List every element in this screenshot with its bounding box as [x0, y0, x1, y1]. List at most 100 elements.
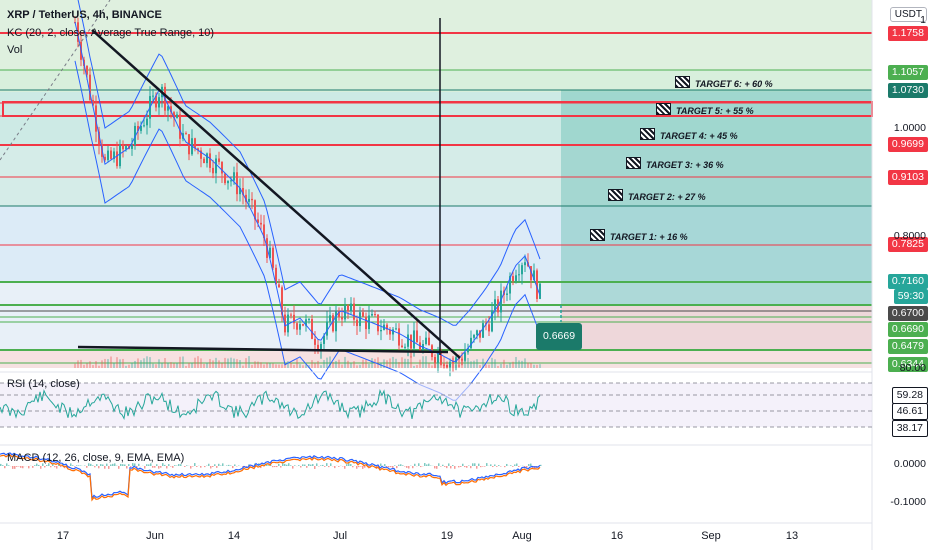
candle-body [533, 270, 535, 281]
candle-body [338, 311, 340, 318]
macd-histogram-bar [76, 465, 78, 466]
support-trendline [77, 345, 449, 354]
candle-body [242, 188, 244, 195]
volume-bar [386, 360, 388, 368]
volume-bar [242, 365, 244, 368]
price-label: 0.6479 [887, 339, 928, 354]
volume-bar [278, 364, 280, 368]
target-text: TARGET 5: + 55 % [676, 106, 754, 116]
candle-body [482, 323, 484, 338]
volume-bar [320, 365, 322, 368]
candle-body [467, 348, 469, 353]
volume-bar [302, 365, 304, 368]
macd-histogram-bar [120, 463, 122, 466]
macd-histogram-bar [16, 466, 18, 467]
macd-histogram-bar [168, 464, 170, 466]
macd-histogram-bar [436, 466, 438, 469]
macd-histogram-bar [440, 466, 442, 467]
macd-histogram-bar [114, 463, 116, 466]
volume-bar [287, 361, 289, 368]
candle-body [332, 315, 334, 332]
macd-histogram-bar [424, 463, 426, 466]
macd-histogram-bar [148, 464, 150, 466]
candle-body [248, 198, 250, 202]
macd-histogram-bar [96, 464, 98, 466]
macd-histogram-bar [450, 466, 452, 469]
price-label: 0.6690 [887, 322, 928, 337]
macd-histogram-bar [330, 463, 332, 466]
candle-body [449, 361, 451, 368]
volume-bar [407, 358, 409, 368]
volume-bar [425, 356, 427, 368]
volume-bar [290, 362, 292, 368]
macd-histogram-bar [38, 464, 40, 466]
volume-bar [170, 362, 172, 368]
volume-bar [254, 361, 256, 368]
volume-bar [95, 361, 97, 368]
candle-body [173, 112, 175, 119]
volume-bar [284, 363, 286, 368]
volume-bar [452, 358, 454, 368]
candle-body [260, 222, 262, 225]
macd-histogram-bar [22, 466, 24, 469]
macd-histogram-bar [364, 466, 366, 468]
volume-bar [155, 364, 157, 368]
macd-line [0, 452, 541, 500]
candle-body [230, 180, 232, 182]
candle-body [146, 118, 148, 126]
volume-bar [314, 362, 316, 368]
currency-badge[interactable]: USDT [889, 7, 927, 22]
volume-bar [152, 363, 154, 368]
macd-histogram-bar [458, 466, 460, 468]
macd-histogram-bar [12, 466, 14, 469]
kc-upper-band [77, 0, 541, 326]
volume-bar [131, 362, 133, 368]
macd-histogram-bar [418, 463, 420, 466]
x-axis-tick: Jul [332, 530, 348, 542]
flag-icon [608, 189, 623, 201]
volume-bar [413, 365, 415, 368]
volume-bar [317, 360, 319, 368]
candle-body [155, 95, 157, 108]
macd-histogram-bar [278, 463, 280, 466]
candle-body [350, 303, 352, 312]
volume-bar [233, 358, 235, 368]
macd-histogram-bar [232, 466, 234, 469]
kc-indicator-label: KC (20, 2, close, Average True Range, 10… [7, 27, 215, 39]
macd-histogram-bar [150, 463, 152, 466]
volume-bar [221, 363, 223, 368]
price-label: 1.0730 [887, 83, 928, 98]
volume-bar [200, 358, 202, 368]
volume-bar [515, 356, 517, 368]
volume-bar [197, 356, 199, 368]
target-label: TARGET 3: + 36 % [626, 157, 724, 170]
volume-bar [161, 363, 163, 368]
macd-histogram-bar [434, 466, 436, 469]
macd-histogram-bar [506, 463, 508, 466]
macd-histogram-bar [160, 466, 162, 468]
macd-histogram-bar [266, 463, 268, 466]
macd-histogram-bar [46, 465, 48, 466]
volume-bar [311, 360, 313, 368]
macd-histogram-bar [322, 464, 324, 466]
macd-histogram-bar [144, 466, 146, 469]
volume-bar [524, 358, 526, 368]
price-label: 0.6700 [887, 306, 928, 321]
macd-histogram-bar [186, 465, 188, 466]
macd-histogram-bar [438, 463, 440, 466]
candle-body [329, 315, 331, 322]
candle-body [455, 357, 457, 363]
price-label: 1.1758 [887, 26, 928, 41]
macd-histogram-bar [268, 465, 270, 466]
volume-bar [431, 365, 433, 368]
volume-bar [332, 361, 334, 368]
volume-bar [143, 358, 145, 368]
volume-bar [353, 361, 355, 368]
volume-bar [224, 357, 226, 368]
candle-body [104, 156, 106, 161]
volume-bar [83, 364, 85, 368]
rsi-level-label: 59.28 [891, 387, 928, 404]
macd-histogram-bar [14, 466, 16, 469]
macd-histogram-bar [102, 464, 104, 466]
